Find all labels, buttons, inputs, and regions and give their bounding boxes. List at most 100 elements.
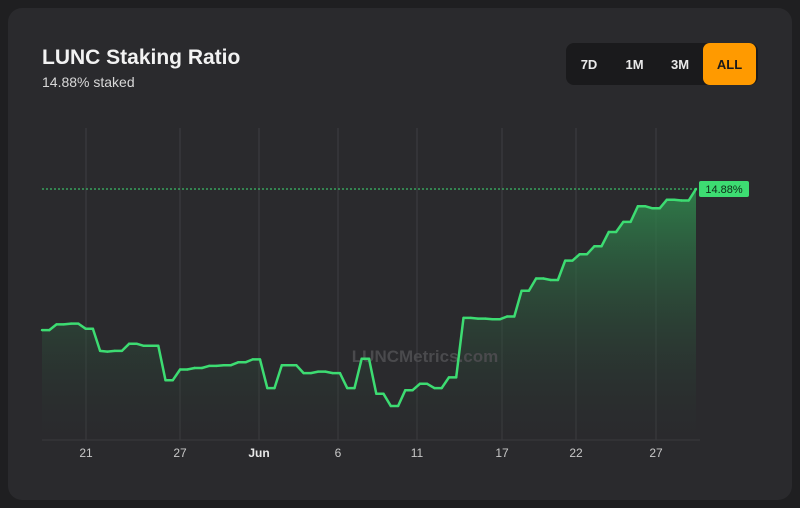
data-point [200,366,204,370]
x-tick-label: 17 [495,446,509,460]
data-points [40,187,698,408]
last-value-label: 14.88% [705,184,743,196]
data-point [215,364,218,368]
x-tick-label: 27 [173,446,187,460]
data-point [411,389,414,392]
range-3m-button[interactable]: 3M [670,56,690,72]
data-point [309,371,313,375]
x-tick-label: 11 [411,446,424,460]
data-point [207,364,211,368]
x-tick-label: Jun [248,446,269,460]
data-point [128,342,131,345]
data-point [193,366,196,370]
x-axis-ticks: 21 27 Jun 6 11 17 22 27 [79,446,663,460]
range-7d-button[interactable]: 7D [580,56,598,72]
data-point [680,199,683,202]
data-point [571,259,574,262]
data-point [469,316,472,320]
data-point [585,253,589,256]
data-point [171,379,174,382]
data-point [534,277,538,280]
data-point [331,371,334,375]
data-point [665,198,669,201]
data-point [360,357,363,360]
data-point [266,386,269,390]
data-point [164,379,167,382]
data-point [113,349,116,353]
data-point [186,368,189,371]
data-point [244,361,247,364]
watermark-text: LUNCMetrics.com [352,347,498,366]
data-point [614,230,618,234]
data-point [338,371,342,375]
data-point [324,370,327,373]
data-point [375,392,378,395]
data-point [367,357,371,360]
data-point [433,386,436,390]
data-point [694,187,698,191]
data-point [425,382,429,385]
data-point [418,382,422,385]
data-point [55,323,58,326]
data-point [287,364,291,367]
x-tick-label: 6 [335,446,342,460]
data-point [84,327,87,330]
data-point [556,278,560,282]
data-point [62,323,65,326]
time-range-selector: 7D 1M 3M ALL [566,43,758,85]
data-point [222,364,225,367]
data-point [77,322,80,325]
data-point [346,386,349,390]
data-point [476,317,480,320]
data-point [251,358,254,361]
data-point [91,327,95,330]
data-point [629,220,632,224]
data-point [622,220,625,224]
data-point [607,230,610,234]
last-value-badge-bg [699,181,749,197]
data-point [455,376,458,379]
data-point [157,344,160,347]
data-point [273,386,276,390]
data-point [520,289,523,292]
data-point [229,364,233,367]
data-point [673,198,676,201]
data-point [106,350,109,353]
data-point [382,392,385,395]
x-tick-label: 22 [569,446,583,460]
data-point [258,358,262,361]
data-point [396,404,400,408]
data-point [578,253,581,256]
data-point [280,364,283,367]
data-point [462,316,465,320]
data-point [593,245,596,248]
data-point [120,349,124,353]
data-point [98,349,102,353]
data-point [440,386,443,390]
chart-title: LUNC Staking Ratio [42,46,241,69]
data-point [142,344,145,347]
range-all-button[interactable]: ALL [703,43,756,85]
data-point [651,207,654,210]
data-point [527,289,531,292]
data-point [178,368,182,371]
data-point [687,199,690,202]
x-tick-label: 27 [649,446,663,460]
data-point [237,361,240,364]
data-point [643,205,647,208]
data-point [149,344,153,347]
data-point [404,389,407,392]
data-point [491,318,494,321]
staking-ratio-area [42,189,696,440]
data-point [389,404,392,408]
range-1m-button[interactable]: 1M [625,56,644,72]
data-point [564,259,567,262]
x-tick-label: 21 [79,446,93,460]
data-point [447,376,451,379]
staked-summary: 14.88% staked [42,74,135,90]
data-point [658,207,661,210]
data-point [48,328,51,332]
data-point [40,328,44,332]
data-point [513,315,516,318]
